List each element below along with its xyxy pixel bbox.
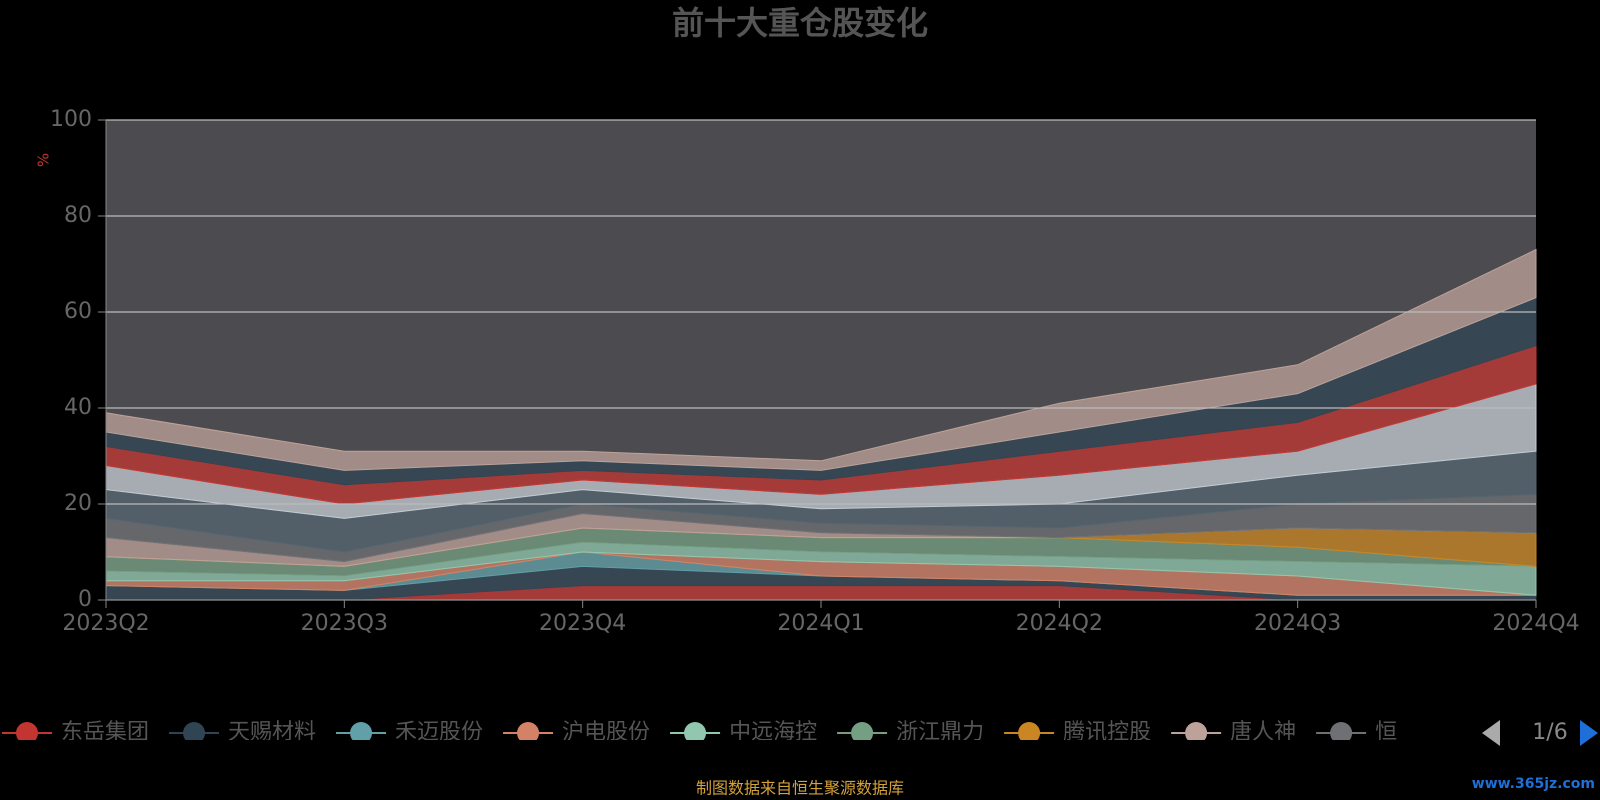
- legend-label[interactable]: 恒: [1375, 720, 1397, 745]
- legend-label[interactable]: 沪电股份: [562, 720, 650, 745]
- legend: 东岳集团 天赐材料 禾迈股份 沪电股份 中远海控 浙江鼎力 腾讯控股 唐人神 恒: [2, 720, 1397, 745]
- y-tick-label: 100: [50, 107, 92, 132]
- legend-label[interactable]: 禾迈股份: [395, 720, 483, 745]
- legend-label[interactable]: 唐人神: [1230, 720, 1296, 745]
- y-tick-label: 60: [64, 299, 92, 324]
- legend-label[interactable]: 东岳集团: [61, 720, 149, 745]
- plot: [105, 119, 1537, 601]
- chart-title: 前十大重仓股变化: [672, 4, 928, 42]
- x-tick-label: 2023Q2: [62, 611, 149, 636]
- legend-marker: [851, 722, 874, 740]
- legend-prev[interactable]: [1482, 720, 1500, 746]
- watermark: www.365jz.com: [1472, 776, 1595, 792]
- legend-marker: [1330, 722, 1353, 740]
- y-tick-label: 40: [64, 395, 92, 420]
- legend-label[interactable]: 天赐材料: [228, 720, 316, 745]
- x-tick-label: 2023Q4: [539, 611, 626, 636]
- y-tick-label: 80: [64, 203, 92, 228]
- legend-marker: [16, 722, 38, 740]
- y-tick-label: 0: [78, 587, 92, 612]
- x-tick-label: 2024Q1: [777, 611, 864, 636]
- x-tick-label: 2024Q2: [1016, 611, 1103, 636]
- y-axis-label: %: [35, 153, 53, 167]
- x-tick-label: 2023Q3: [301, 611, 388, 636]
- legend-marker: [183, 722, 206, 740]
- x-tick-label: 2024Q3: [1254, 611, 1341, 636]
- legend-label[interactable]: 腾讯控股: [1063, 720, 1151, 745]
- legend-page: 1/6: [1532, 720, 1567, 745]
- legend-label[interactable]: 浙江鼎力: [896, 720, 984, 745]
- legend-marker: [350, 722, 373, 740]
- legend-next[interactable]: [1580, 720, 1598, 746]
- x-tick-label: 2024Q4: [1492, 611, 1579, 636]
- legend-marker: [1018, 722, 1041, 740]
- source-note: 制图数据来自恒生聚源数据库: [696, 779, 904, 798]
- legend-marker: [517, 722, 540, 740]
- legend-label[interactable]: 中远海控: [729, 720, 817, 745]
- legend-marker: [684, 722, 707, 740]
- area: [105, 248, 1537, 471]
- legend-marker: [1185, 722, 1208, 740]
- y-tick-label: 20: [64, 491, 92, 516]
